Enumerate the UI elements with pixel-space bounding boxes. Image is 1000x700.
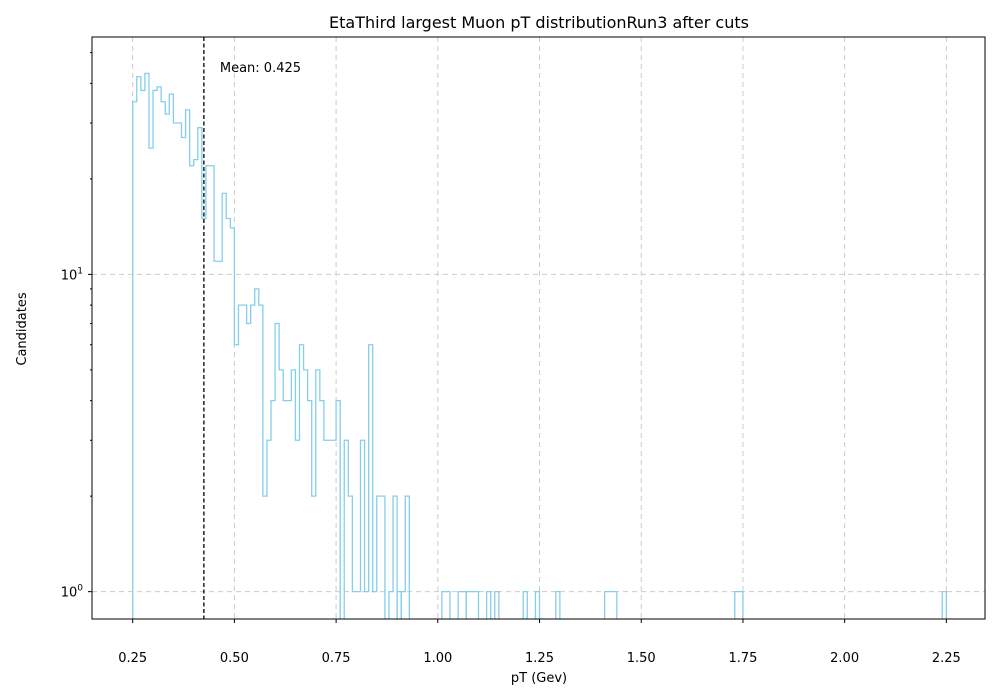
histogram-bin xyxy=(457,591,467,619)
grid-lines xyxy=(92,37,985,619)
histogram-bin xyxy=(441,591,451,619)
histogram-bin xyxy=(396,591,402,619)
histogram-bin xyxy=(603,591,618,619)
histogram-bin xyxy=(465,591,480,619)
y-tick-label: 101 xyxy=(61,266,83,283)
histogram-series xyxy=(132,72,948,619)
histogram-bin xyxy=(555,591,561,619)
x-tick-label: 2.25 xyxy=(932,651,961,666)
histogram-bin xyxy=(734,591,744,619)
histogram-bin xyxy=(534,591,541,619)
x-tick-label: 1.00 xyxy=(423,651,452,666)
histogram-bin xyxy=(941,591,948,619)
x-axis-ticks: 0.25 0.50 0.75 1.00 1.25 1.50 1.75 2.00 2.25 xyxy=(118,619,961,666)
histogram-bin xyxy=(494,591,500,619)
x-tick-label: 1.50 xyxy=(627,651,656,666)
x-tick-label: 0.50 xyxy=(220,651,249,666)
histogram-bin xyxy=(485,591,492,619)
y-tick-label: 100 xyxy=(61,584,84,601)
x-tick-label: 1.75 xyxy=(728,651,757,666)
mean-label: Mean: 0.425 xyxy=(220,61,301,76)
x-tick-label: 0.75 xyxy=(322,651,351,666)
histogram-step-line xyxy=(132,72,410,619)
histogram-bin xyxy=(522,591,528,619)
chart-title: EtaThird largest Muon pT distributionRun… xyxy=(329,13,749,32)
y-axis-ticks: 100 101 xyxy=(61,52,92,601)
x-tick-label: 2.00 xyxy=(830,651,859,666)
x-tick-label: 0.25 xyxy=(118,651,147,666)
x-axis-label: pT (Gev) xyxy=(511,671,567,686)
y-axis-label: Candidates xyxy=(15,292,30,365)
mean-marker: Mean: 0.425 xyxy=(203,37,301,619)
x-tick-label: 1.25 xyxy=(525,651,554,666)
plot-frame xyxy=(91,36,986,620)
